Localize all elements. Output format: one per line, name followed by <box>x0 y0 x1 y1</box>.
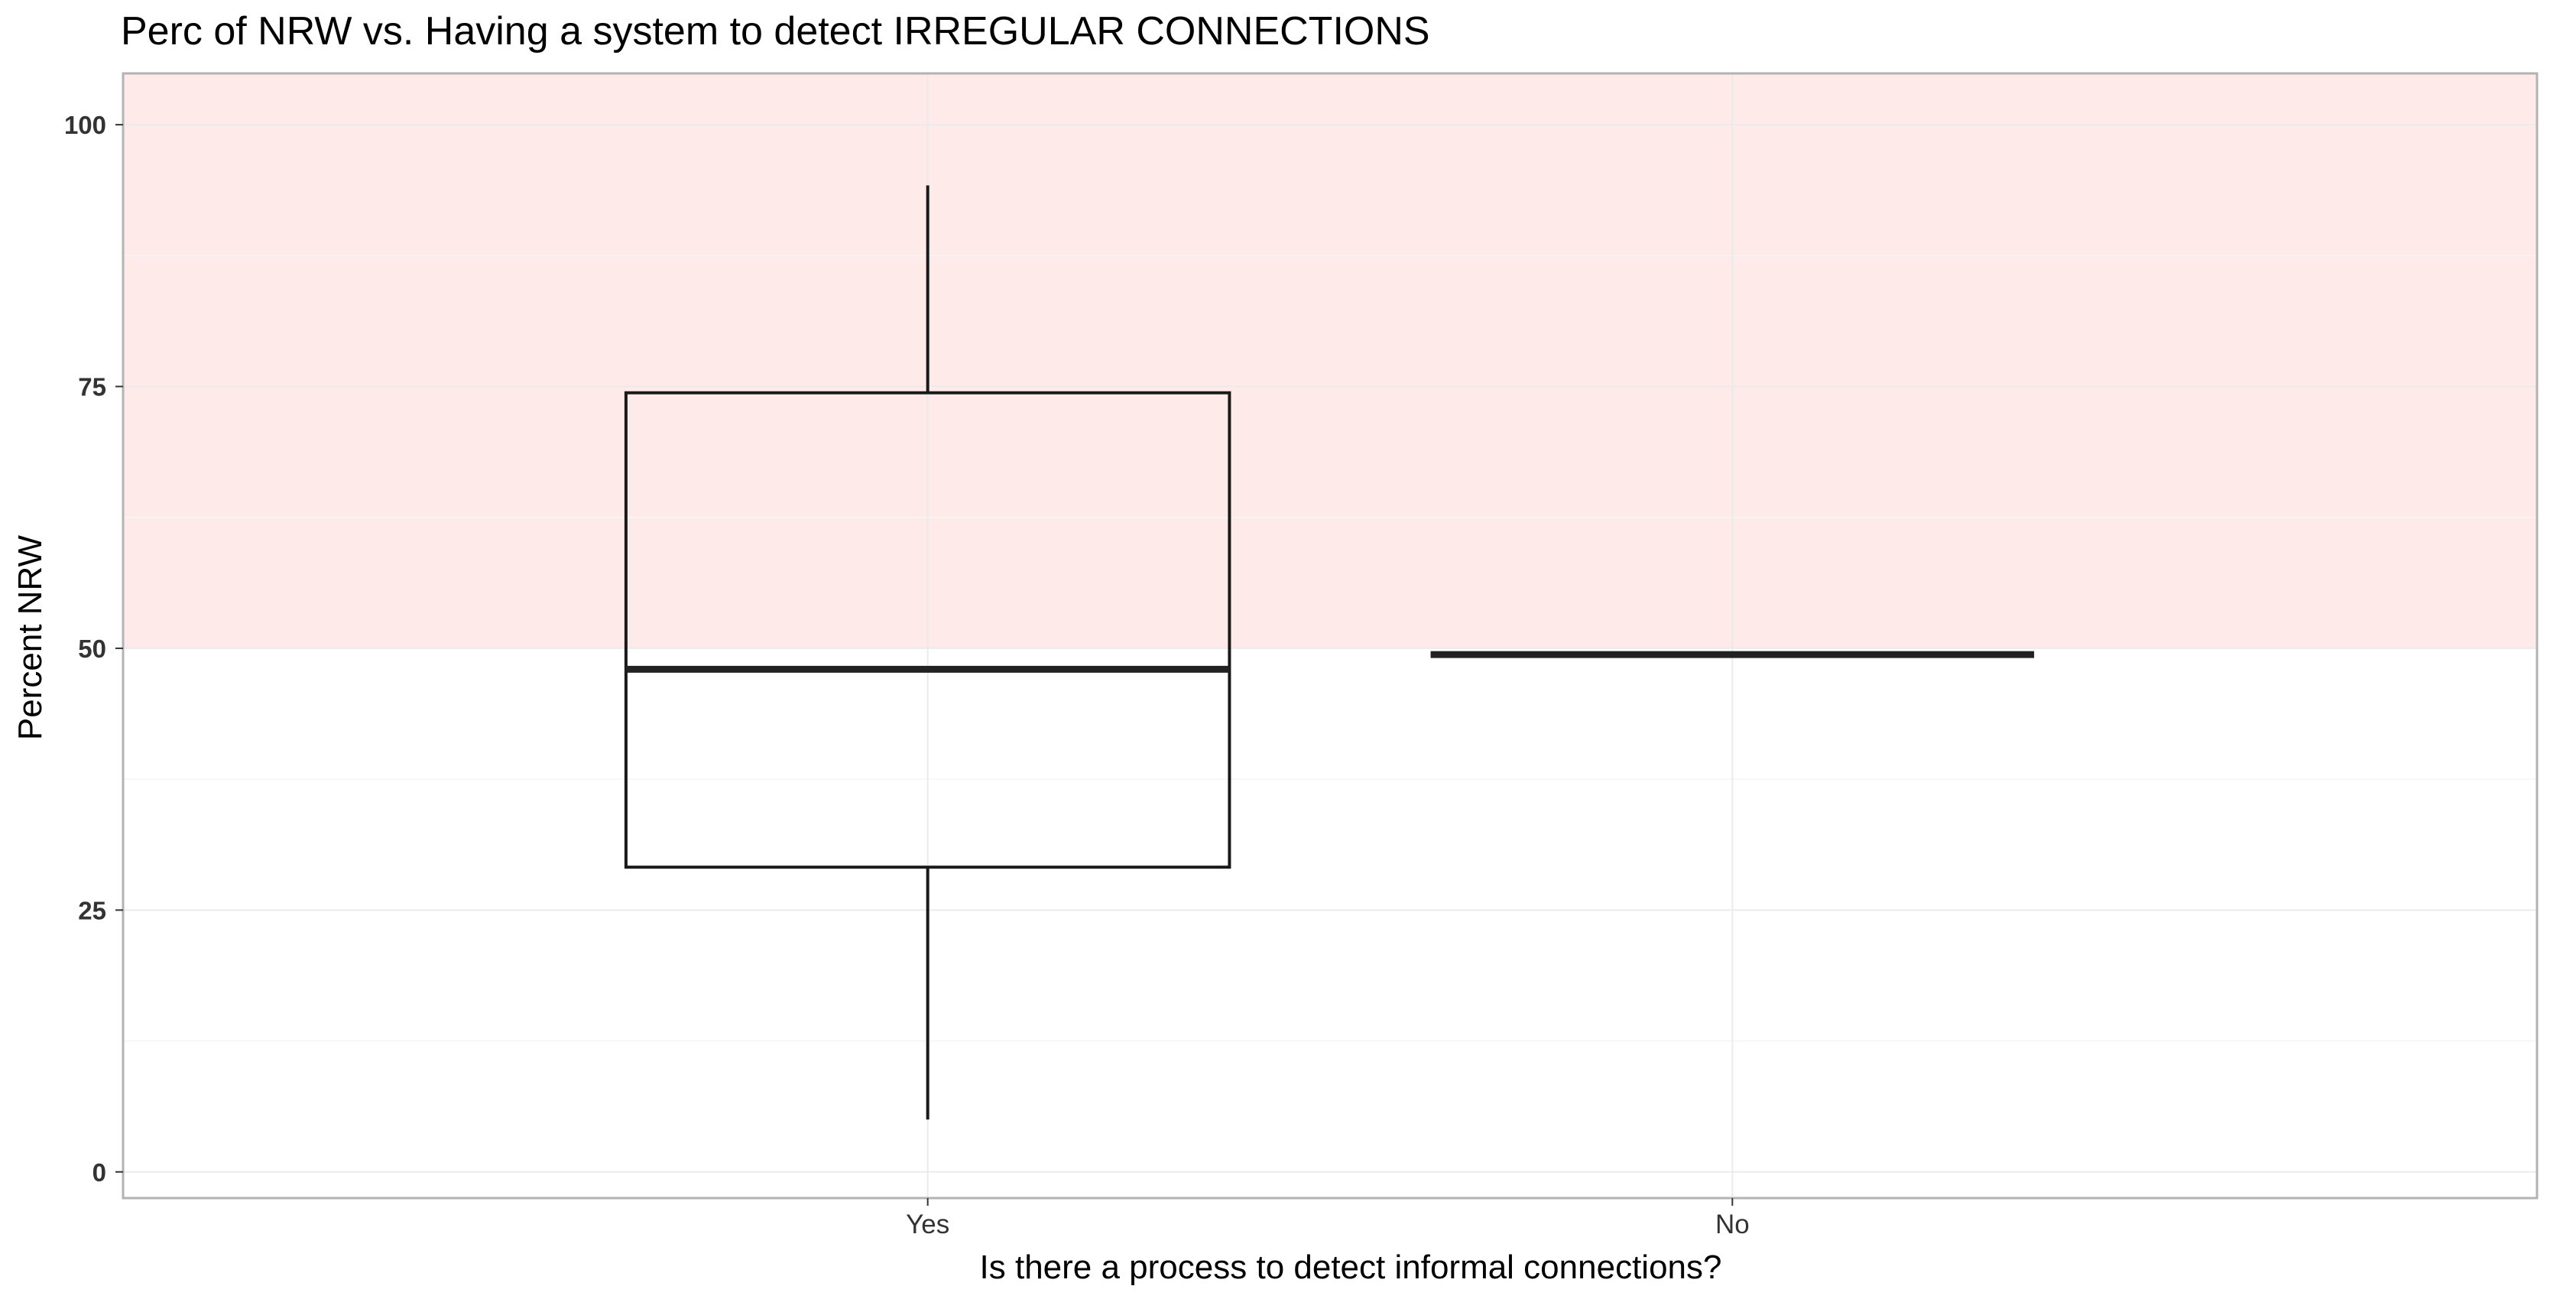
y-tick-label: 50 <box>78 635 106 663</box>
panel-border <box>122 72 2539 1200</box>
x-tick-label: No <box>1715 1210 1750 1239</box>
y-tick-label: 75 <box>78 373 106 401</box>
y-tick-label: 25 <box>78 896 106 924</box>
iqr-box <box>624 391 1231 869</box>
y-tick-label: 100 <box>64 111 106 139</box>
chart-title: Perc of NRW vs. Having a system to detec… <box>121 9 1430 54</box>
x-axis-title: Is there a process to detect informal co… <box>980 1249 1722 1286</box>
box-yes <box>624 185 1231 1120</box>
shaded-band <box>123 73 2537 648</box>
y-tick-label: 0 <box>92 1158 106 1187</box>
y-axis-title: Percent NRW <box>11 534 49 740</box>
x-tick-label: Yes <box>906 1210 949 1239</box>
y-axis-ticks: 0 25 50 75 100 <box>64 111 123 1187</box>
plot-panel <box>122 72 2539 1200</box>
x-axis-ticks: Yes No <box>906 1198 1750 1239</box>
